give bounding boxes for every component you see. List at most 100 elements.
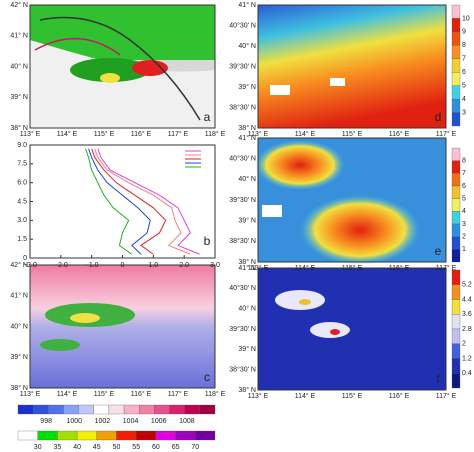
y-tick-label: 41° N [238, 134, 256, 142]
map-d [258, 5, 446, 128]
profile-line [85, 148, 133, 255]
y-tick-label: 40°30' N [229, 155, 256, 163]
colorbar-cell [451, 147, 461, 161]
colorbar-cell [76, 430, 97, 441]
colorbar-label: 45 [93, 444, 101, 451]
colorbar-label: 8 [462, 158, 466, 165]
y-tick-label: 1.5 [17, 236, 27, 243]
colorbar-label: 0.4 [462, 370, 472, 377]
y-tick-label: 40° N [238, 305, 256, 313]
colorbar-label: 7 [462, 56, 466, 63]
colorbar-cell [136, 430, 157, 441]
colorbar-label: 50 [113, 444, 121, 451]
y-tick-label: 40° N [10, 62, 28, 70]
y-tick-label: 3.0 [17, 217, 27, 224]
x-tick-label: 1.0 [148, 262, 158, 269]
colorbar-cell [155, 430, 176, 441]
plot-frame [29, 144, 216, 259]
y-tick-label: 41° N [10, 292, 28, 300]
x-tick-label: −1.0 [85, 262, 99, 269]
colorbar-label: 6 [462, 183, 466, 190]
colorbar-cell [451, 112, 461, 127]
y-tick-label: 39° N [10, 93, 28, 101]
colorbar-label: 1002 [95, 418, 111, 425]
colorbar-label: 10 [462, 15, 470, 22]
colorbar-label: 9 [462, 29, 466, 36]
x-tick-label: 117° E [168, 130, 189, 138]
colorbar-cell [451, 4, 461, 19]
colorbar-cell [451, 236, 461, 250]
profile-line [88, 148, 151, 255]
profile-line [91, 148, 167, 255]
colorbar-label: 5.2 [462, 282, 472, 289]
colorbar-label: 1004 [123, 418, 139, 425]
colorbar-label: 7 [462, 170, 466, 177]
colorbar-label: 2.8 [462, 326, 472, 333]
colorbar-label: 40 [73, 444, 81, 451]
x-tick-label: 117° E [436, 130, 457, 138]
colorbar-cell [57, 430, 78, 441]
colorbar-cell [451, 198, 461, 212]
map-c [30, 265, 215, 388]
y-tick-label: 38° N [238, 124, 256, 132]
y-tick-label: 39° N [238, 217, 256, 225]
y-tick-label: 39°30' N [229, 196, 256, 204]
x-tick-label: 117° E [436, 392, 457, 400]
y-tick-label: 6.0 [17, 180, 27, 187]
colorbar-cell [199, 404, 216, 415]
colorbar-cell [451, 160, 461, 174]
colorbar-label: 1.2 [462, 355, 472, 362]
colorbar-label: 5 [462, 196, 466, 203]
colorbar-label: 1006 [151, 418, 167, 425]
profile-line [94, 148, 191, 255]
y-tick-label: 38° N [10, 384, 28, 392]
colorbar-cell [451, 328, 461, 344]
y-tick-label: 39° N [10, 353, 28, 361]
y-tick-label: 7.5 [17, 161, 27, 168]
x-tick-label: 116° E [389, 392, 410, 400]
panel-letter: a [204, 110, 211, 124]
colorbar-label: 65 [172, 444, 180, 451]
panel-frame [257, 267, 447, 391]
x-tick-label: 115° E [94, 130, 115, 138]
colorbar-cell [451, 223, 461, 237]
y-tick-label: 39°30' N [229, 325, 256, 333]
colorbar-cell [451, 284, 461, 300]
x-tick-label: 116° E [389, 130, 410, 138]
y-tick-label: 40°30' N [229, 21, 256, 29]
x-tick-label: −3.0 [23, 262, 37, 269]
colorbar-label: 35 [54, 444, 62, 451]
colorbar-cell [451, 58, 461, 73]
x-tick-label: 113° E [20, 390, 41, 398]
y-tick-label: 41° N [238, 264, 256, 272]
y-tick-label: 9.0 [17, 142, 27, 149]
x-tick-label: 117° E [168, 390, 189, 398]
colorbar-label: 1 [462, 246, 466, 253]
colorbar-cell [108, 404, 125, 415]
colorbar-cell [451, 373, 461, 389]
y-tick-label: 38°30' N [229, 366, 256, 374]
x-tick-label: 113° E [248, 392, 269, 400]
colorbar-label: 4.4 [462, 296, 472, 303]
colorbar-label: 55 [132, 444, 140, 451]
y-tick-label: 38°30' N [229, 103, 256, 111]
x-tick-label: 118° E [205, 130, 226, 138]
y-tick-label: 39° N [238, 345, 256, 353]
colorbar-cell [63, 404, 79, 415]
colorbar-label: 4 [462, 208, 466, 215]
colorbar-label: 3.6 [462, 311, 472, 318]
colorbar-label: 6 [462, 69, 466, 76]
colorbar-cell [195, 430, 216, 441]
colorbar-label: 3 [462, 109, 466, 116]
y-tick-label: 40°30' N [229, 284, 256, 292]
colorbar-cell [93, 404, 110, 415]
x-tick-label: 2.0 [179, 262, 189, 269]
colorbar-cell [451, 31, 461, 46]
colorbar-cell [451, 249, 461, 263]
colorbar-cell [184, 404, 200, 415]
panel-letter: b [204, 234, 211, 248]
panel-frame [257, 4, 447, 129]
colorbar-label: 5 [462, 83, 466, 90]
panel-frame [257, 137, 447, 263]
